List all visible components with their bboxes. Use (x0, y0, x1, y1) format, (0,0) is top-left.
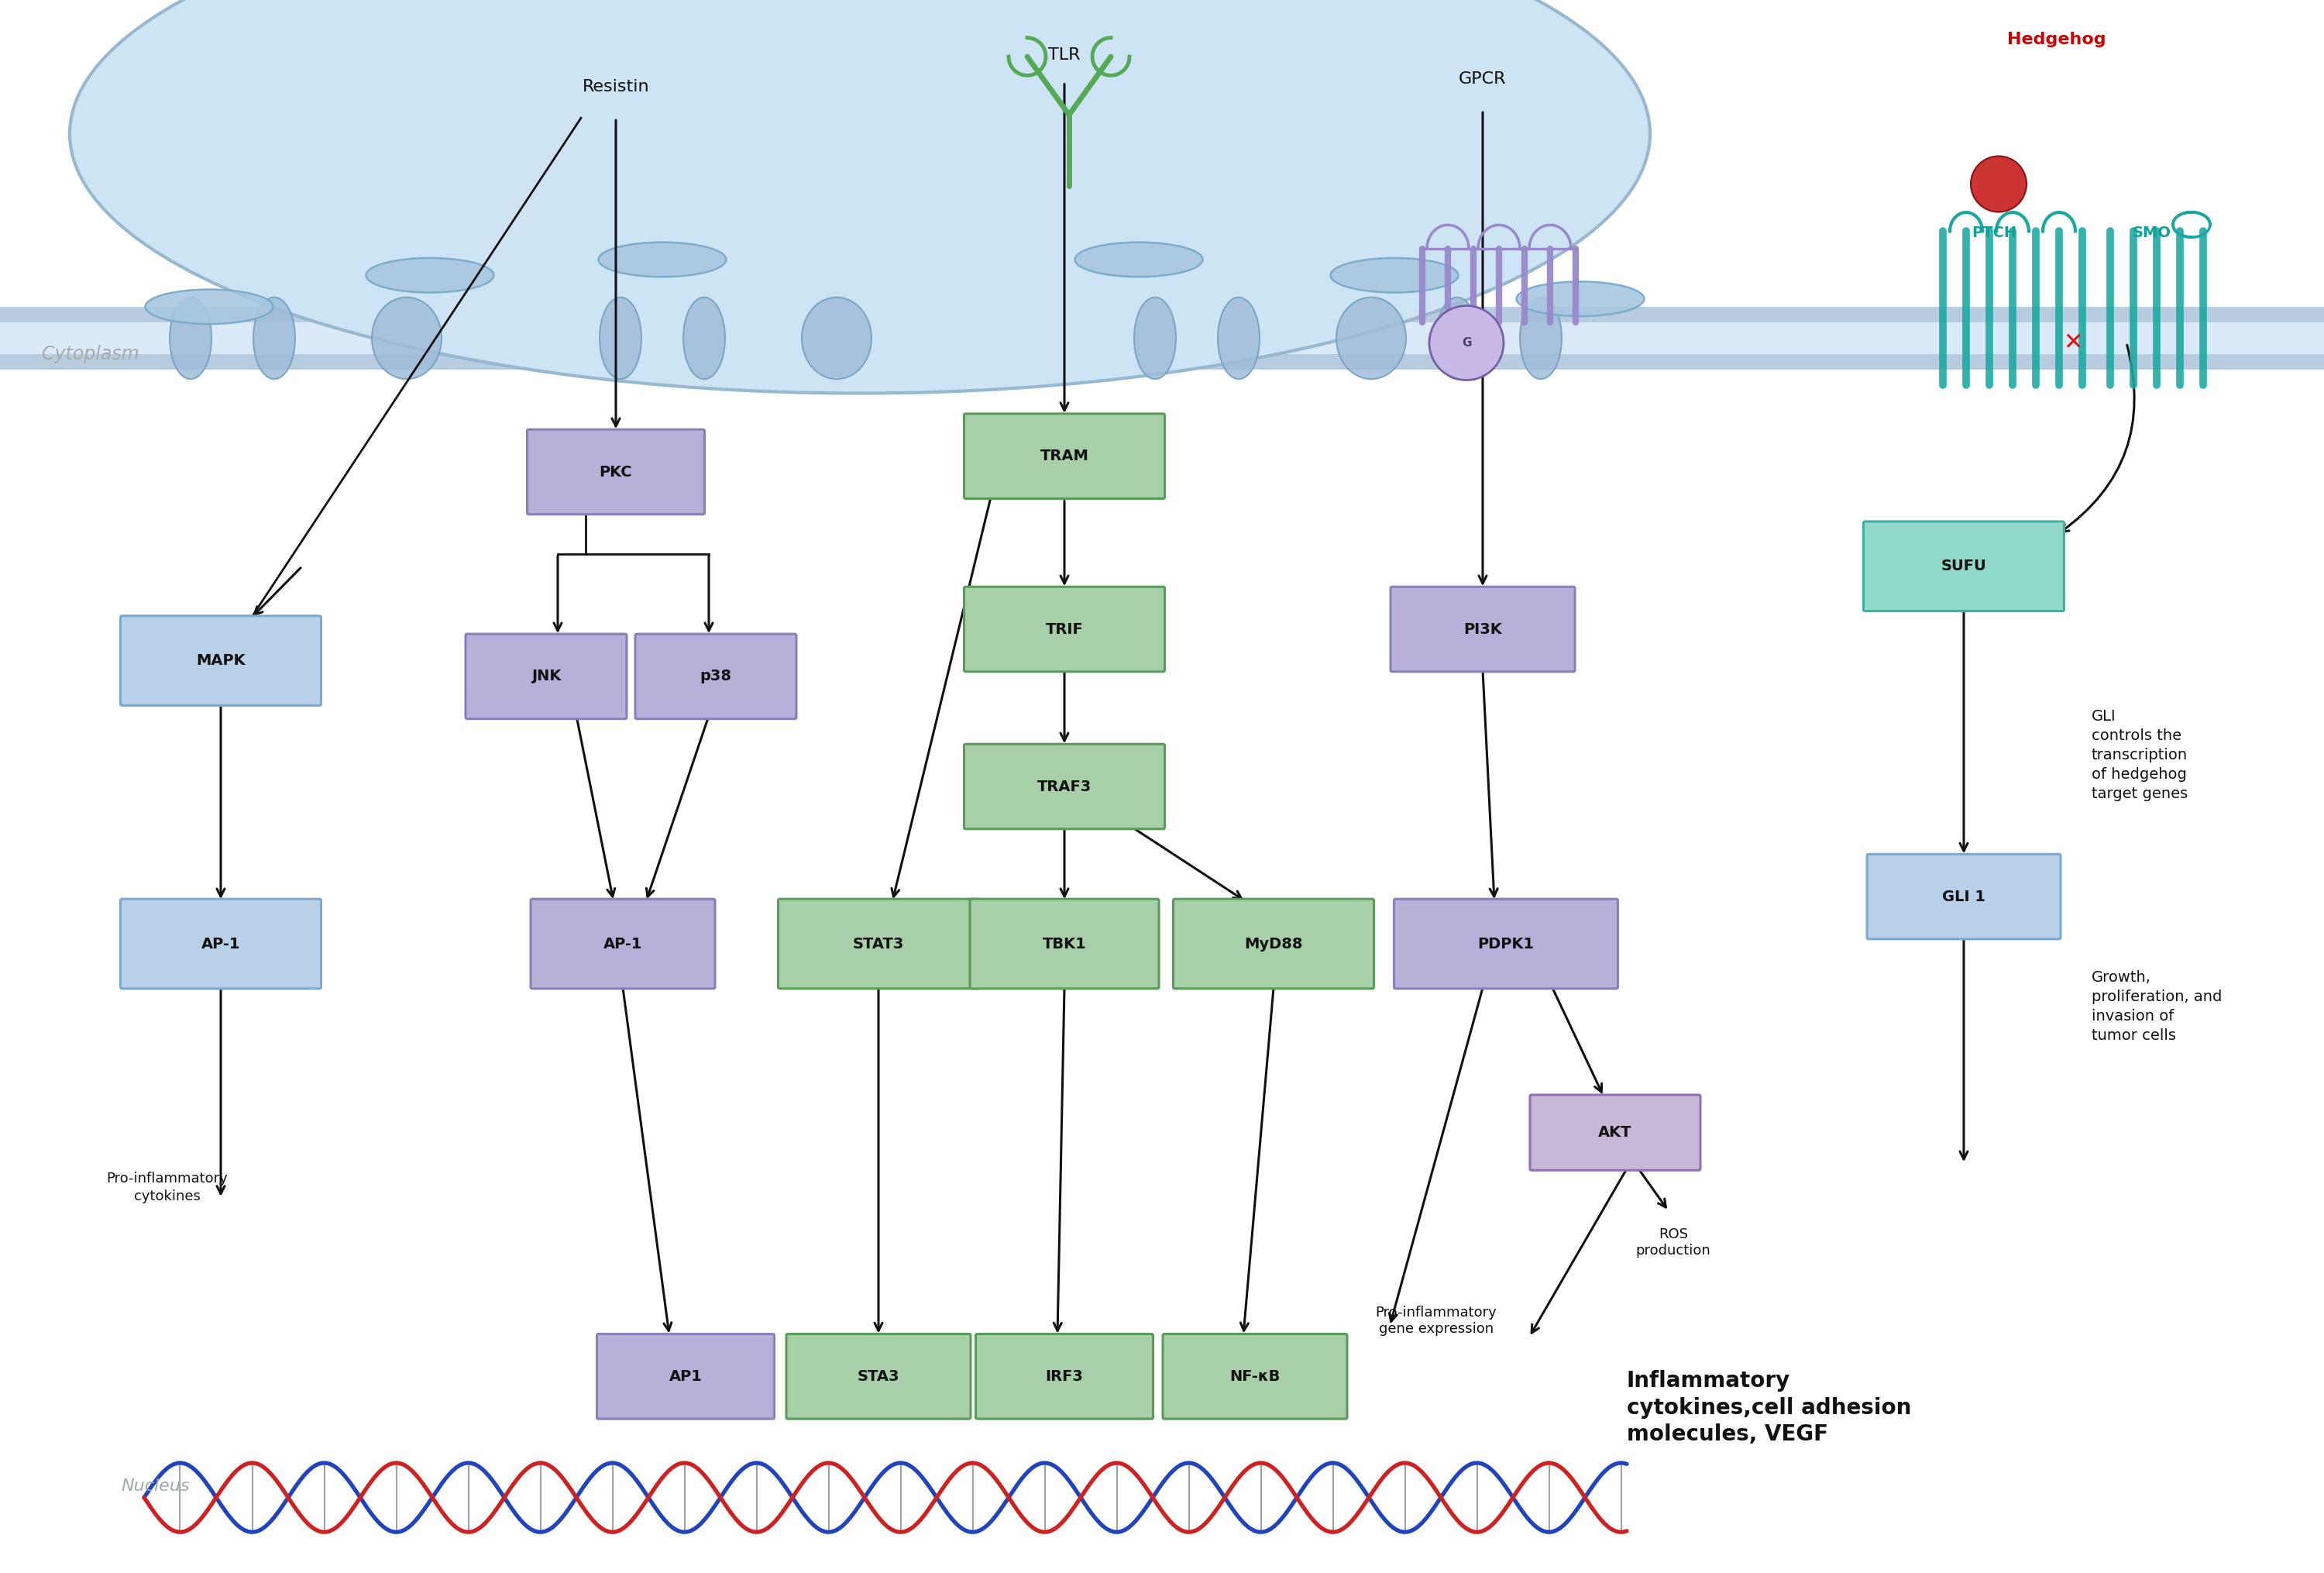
Text: AP-1: AP-1 (604, 936, 641, 952)
Ellipse shape (1134, 297, 1176, 379)
FancyBboxPatch shape (1864, 522, 2064, 610)
Ellipse shape (597, 242, 725, 277)
Text: PI3K: PI3K (1464, 621, 1501, 637)
Text: AP1: AP1 (669, 1369, 702, 1384)
FancyBboxPatch shape (1394, 900, 1618, 988)
Text: STAT3: STAT3 (853, 936, 904, 952)
Ellipse shape (1520, 297, 1562, 379)
FancyBboxPatch shape (779, 900, 978, 988)
Bar (0, 322, 2324, 354)
Text: IRF3: IRF3 (1046, 1369, 1083, 1384)
Text: PKC: PKC (600, 464, 632, 480)
FancyBboxPatch shape (969, 900, 1160, 988)
FancyBboxPatch shape (964, 744, 1164, 829)
FancyBboxPatch shape (121, 900, 321, 988)
Ellipse shape (600, 297, 641, 379)
Circle shape (1971, 156, 2027, 212)
Ellipse shape (1329, 258, 1459, 293)
FancyBboxPatch shape (964, 587, 1164, 672)
Text: TRAM: TRAM (1041, 448, 1088, 464)
Text: MyD88: MyD88 (1243, 936, 1304, 952)
Text: p38: p38 (700, 669, 732, 684)
Text: Pro-inflammatory
cytokines: Pro-inflammatory cytokines (107, 1172, 228, 1203)
Text: Resistin: Resistin (583, 79, 648, 94)
FancyBboxPatch shape (121, 617, 321, 705)
Ellipse shape (1436, 297, 1478, 379)
Ellipse shape (1518, 282, 1645, 316)
Ellipse shape (367, 258, 493, 293)
Text: AKT: AKT (1599, 1125, 1631, 1140)
Text: AP-1: AP-1 (202, 936, 239, 952)
Ellipse shape (253, 297, 295, 379)
FancyBboxPatch shape (976, 1334, 1153, 1419)
Text: Pro-inflammatory
gene expression: Pro-inflammatory gene expression (1376, 1306, 1497, 1335)
Text: PDPK1: PDPK1 (1478, 936, 1534, 952)
Text: MAPK: MAPK (195, 653, 246, 669)
Text: ROS
production: ROS production (1636, 1227, 1710, 1258)
Text: Cytoplasm: Cytoplasm (42, 344, 139, 363)
Text: SMO: SMO (2133, 225, 2171, 241)
Text: PTCH: PTCH (1971, 225, 2017, 241)
Text: SUFU: SUFU (1941, 558, 1987, 574)
FancyBboxPatch shape (1866, 854, 2061, 939)
Ellipse shape (683, 297, 725, 379)
Text: ✕: ✕ (2064, 332, 2082, 354)
FancyBboxPatch shape (528, 429, 704, 514)
Ellipse shape (1074, 242, 1204, 277)
Ellipse shape (170, 297, 211, 379)
Ellipse shape (1336, 297, 1406, 379)
Text: GLI
controls the
transcription
of hedgehog
target genes: GLI controls the transcription of hedgeh… (2092, 709, 2187, 801)
Text: TLR: TLR (1048, 47, 1081, 63)
FancyBboxPatch shape (1174, 900, 1373, 988)
FancyBboxPatch shape (465, 634, 627, 719)
FancyBboxPatch shape (1390, 587, 1576, 672)
Ellipse shape (802, 297, 871, 379)
FancyBboxPatch shape (786, 1334, 971, 1419)
Text: NF-κB: NF-κB (1229, 1369, 1281, 1384)
Text: G: G (1462, 337, 1471, 349)
Text: Nucleus: Nucleus (121, 1479, 191, 1494)
Text: TBK1: TBK1 (1043, 936, 1085, 952)
Circle shape (1429, 305, 1504, 381)
Ellipse shape (372, 297, 442, 379)
Text: GLI 1: GLI 1 (1943, 889, 1985, 904)
FancyBboxPatch shape (530, 900, 716, 988)
FancyBboxPatch shape (1162, 1334, 1348, 1419)
FancyBboxPatch shape (1529, 1095, 1701, 1170)
Ellipse shape (70, 0, 1650, 393)
FancyBboxPatch shape (634, 634, 797, 719)
Text: STA3: STA3 (858, 1369, 899, 1384)
Bar (0, 307, 2324, 370)
Text: Growth,
proliferation, and
invasion of
tumor cells: Growth, proliferation, and invasion of t… (2092, 971, 2222, 1043)
FancyBboxPatch shape (597, 1334, 774, 1419)
Text: GPCR: GPCR (1459, 71, 1506, 87)
FancyBboxPatch shape (964, 414, 1164, 499)
Text: Hedgehog: Hedgehog (2008, 31, 2106, 47)
Text: JNK: JNK (532, 669, 560, 684)
Ellipse shape (144, 289, 274, 324)
Text: Inflammatory
cytokines,cell adhesion
molecules, VEGF: Inflammatory cytokines,cell adhesion mol… (1627, 1370, 1910, 1446)
Ellipse shape (1218, 297, 1260, 379)
Text: TRAF3: TRAF3 (1037, 779, 1092, 794)
Text: TRIF: TRIF (1046, 621, 1083, 637)
